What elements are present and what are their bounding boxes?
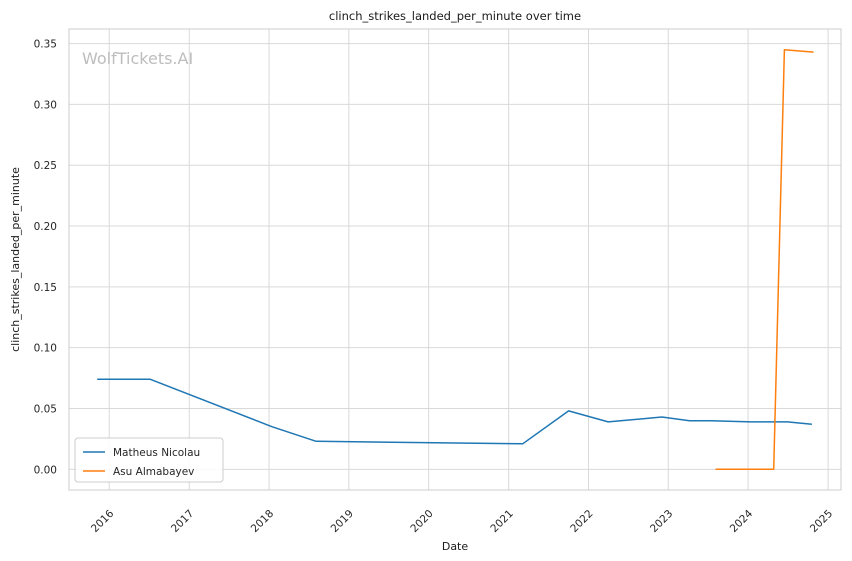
x-tick-label: 2023 bbox=[648, 508, 675, 535]
grid bbox=[69, 29, 841, 490]
x-tick-label: 2025 bbox=[808, 508, 835, 535]
y-axis-ticks: 0.00 0.05 0.10 0.15 0.20 0.25 0.30 0.35 bbox=[34, 39, 57, 477]
x-tick-label: 2017 bbox=[169, 508, 196, 535]
x-tick-label: 2020 bbox=[408, 508, 435, 535]
y-tick-label: 0.30 bbox=[34, 99, 57, 111]
y-tick-label: 0.05 bbox=[34, 404, 57, 416]
y-tick-label: 0.35 bbox=[34, 39, 57, 51]
legend-label-1: Asu Almabayev bbox=[113, 466, 194, 478]
legend-box bbox=[74, 437, 224, 483]
y-tick-label: 0.00 bbox=[34, 464, 57, 476]
watermark: WolfTickets.AI bbox=[82, 49, 193, 68]
chart-title: clinch_strikes_landed_per_minute over ti… bbox=[329, 9, 581, 23]
series-line-1 bbox=[715, 48, 814, 471]
x-tick-label: 2024 bbox=[728, 507, 756, 535]
series-line-0 bbox=[97, 378, 812, 445]
legend: Matheus Nicolau Asu Almabayev bbox=[74, 437, 224, 483]
plot-area-frame bbox=[68, 28, 842, 491]
y-tick-label: 0.20 bbox=[34, 221, 57, 233]
legend-label-0: Matheus Nicolau bbox=[113, 447, 200, 459]
series-layer bbox=[97, 48, 814, 471]
y-tick-label: 0.25 bbox=[34, 160, 57, 172]
x-tick-label: 2018 bbox=[249, 508, 276, 535]
x-axis-ticks: 2016 2017 2018 2019 2020 2021 2022 2023 2024 2025 bbox=[89, 507, 835, 535]
x-tick-label: 2021 bbox=[488, 508, 515, 535]
x-tick-label: 2022 bbox=[568, 508, 595, 535]
y-tick-label: 0.15 bbox=[34, 282, 57, 294]
x-axis-label: Date bbox=[442, 540, 469, 553]
y-tick-label: 0.10 bbox=[34, 343, 57, 355]
x-tick-label: 2016 bbox=[89, 507, 117, 535]
x-tick-label: 2019 bbox=[329, 508, 356, 535]
y-axis-label: clinch_strikes_landed_per_minute bbox=[9, 167, 22, 352]
